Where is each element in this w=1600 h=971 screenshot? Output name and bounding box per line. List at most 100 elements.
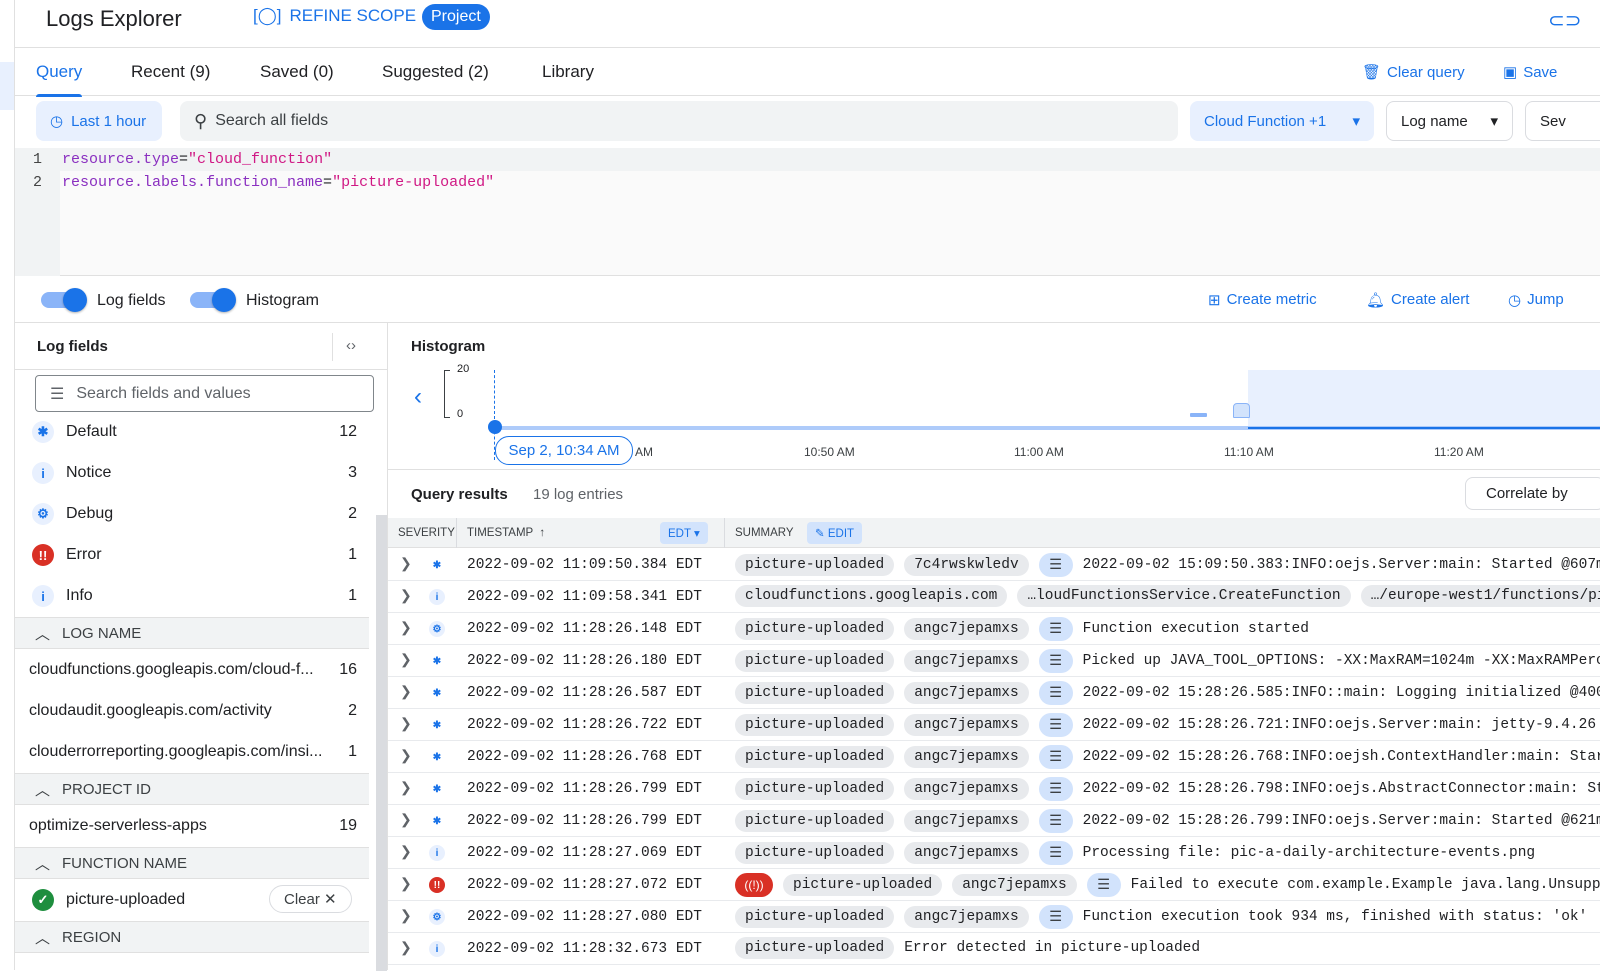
link-icon[interactable]: ⊂⊃	[1548, 10, 1582, 32]
tab-query[interactable]: Query	[36, 62, 83, 97]
json-lines-icon[interactable]: ☰	[1086, 873, 1121, 897]
section-function-name[interactable]: ︿ FUNCTION NAME	[15, 847, 369, 879]
summary-chip[interactable]: angc7jepamxs	[904, 810, 1029, 832]
correlate-by-button[interactable]: Correlate by	[1465, 477, 1600, 510]
severity-filter-item[interactable]: !! Error 1	[15, 535, 369, 575]
scope-badge[interactable]: Project	[422, 4, 490, 30]
section-region[interactable]: ︿ REGION	[15, 921, 369, 953]
tab-library[interactable]: Library	[542, 62, 594, 81]
table-row[interactable]: ❯ ✱ 2022-09-02 11:28:26.722 EDT picture-upl…	[388, 709, 1600, 741]
column-severity[interactable]: SEVERITY	[398, 527, 455, 539]
save-button[interactable]: ▣ Save	[1503, 63, 1557, 82]
table-row[interactable]: ❯ ⚙ 2022-09-02 11:28:27.080 EDT picture-upl…	[388, 901, 1600, 933]
chevron-right-icon[interactable]: ❯	[400, 907, 412, 923]
field-value-item[interactable]: clouderrorreporting.googleapis.com/insi.…	[15, 732, 369, 772]
summary-chip[interactable]: angc7jepamxs	[904, 618, 1029, 640]
summary-chip[interactable]: angc7jepamxs	[904, 714, 1029, 736]
summary-chip[interactable]: angc7jepamxs	[904, 650, 1029, 672]
histogram-toggle[interactable]	[188, 288, 236, 312]
histogram-bar[interactable]	[1233, 403, 1250, 418]
section-log-name[interactable]: ︿ LOG NAME	[15, 617, 369, 649]
summary-chip[interactable]: cloudfunctions.googleapis.com	[735, 585, 1008, 607]
chevron-right-icon[interactable]: ❯	[400, 779, 412, 795]
chevron-right-icon[interactable]: ❯	[400, 875, 412, 891]
tab-recent[interactable]: Recent (9)	[131, 62, 211, 81]
section-project-id[interactable]: ︿ PROJECT ID	[15, 773, 369, 805]
field-value-item[interactable]: optimize-serverless-apps 19	[15, 806, 369, 846]
severity-filter-item[interactable]: ✱ Default 12	[15, 412, 369, 452]
severity-filter-item[interactable]: ⚙ Debug 2	[15, 494, 369, 534]
summary-chip[interactable]: picture-uploaded	[735, 842, 895, 864]
table-row[interactable]: ❯ ✱ 2022-09-02 11:28:26.180 EDT picture-upl…	[388, 645, 1600, 677]
table-row[interactable]: ❯!! 2022-09-02 11:28:27.072 EDT ((!)) pictu…	[388, 869, 1600, 901]
chevron-right-icon[interactable]: ❯	[400, 747, 412, 763]
jump-to-now-button[interactable]: ◷ Jump	[1508, 291, 1564, 309]
summary-chip[interactable]: …loudFunctionsService.CreateFunction	[1017, 585, 1351, 607]
json-lines-icon[interactable]: ☰	[1038, 905, 1073, 929]
table-row[interactable]: ❯ ✱ 2022-09-02 11:09:50.384 EDT picture-upl…	[388, 549, 1600, 581]
json-lines-icon[interactable]: ☰	[1038, 809, 1073, 833]
summary-chip[interactable]: picture-uploaded	[735, 746, 895, 768]
chevron-right-icon[interactable]: ❯	[400, 715, 412, 731]
json-lines-icon[interactable]: ☰	[1038, 553, 1073, 577]
query-line[interactable]: resource.type="cloud_function"	[62, 151, 333, 168]
column-timestamp[interactable]: TIMESTAMP ↑	[467, 527, 545, 539]
chevron-right-icon[interactable]: ❯	[400, 939, 412, 955]
summary-chip[interactable]: picture-uploaded	[735, 906, 895, 928]
chevron-left-icon[interactable]: ‹	[414, 383, 422, 410]
collapse-panel-icon[interactable]: ‹›	[346, 337, 356, 354]
clear-query-button[interactable]: 🗑 Clear query	[1362, 63, 1465, 82]
time-range-button[interactable]: ◷ Last 1 hour	[36, 101, 162, 141]
summary-chip[interactable]: angc7jepamxs	[904, 682, 1029, 704]
summary-chip[interactable]: …/europe-west1/functions/picture-uploade…	[1360, 585, 1600, 607]
field-value-item[interactable]: cloudfunctions.googleapis.com/cloud-f...…	[15, 650, 369, 690]
summary-chip[interactable]: picture-uploaded	[735, 554, 895, 576]
table-row[interactable]: ❯ ✱ 2022-09-02 11:28:26.768 EDT picture-upl…	[388, 741, 1600, 773]
summary-chip[interactable]: angc7jepamxs	[952, 874, 1077, 896]
summary-chip[interactable]: angc7jepamxs	[904, 778, 1029, 800]
table-row[interactable]: ❯ i 2022-09-02 11:28:32.673 EDT picture-upl…	[388, 933, 1600, 965]
summary-chip[interactable]: picture-uploaded	[735, 778, 895, 800]
json-lines-icon[interactable]: ☰	[1038, 681, 1073, 705]
timezone-dropdown[interactable]: EDT ▾	[660, 522, 708, 544]
summary-chip[interactable]: picture-uploaded	[735, 618, 895, 640]
timeline-axis[interactable]	[494, 426, 1600, 430]
field-value-item[interactable]: cloudaudit.googleapis.com/activity 2	[15, 691, 369, 731]
table-row[interactable]: ❯ i 2022-09-02 11:09:58.341 EDT cloudfuncti…	[388, 581, 1600, 613]
table-row[interactable]: ❯ ⚙ 2022-09-02 11:28:26.148 EDT picture-upl…	[388, 613, 1600, 645]
summary-chip[interactable]: picture-uploaded	[735, 810, 895, 832]
summary-chip[interactable]: angc7jepamxs	[904, 842, 1029, 864]
json-lines-icon[interactable]: ☰	[1038, 777, 1073, 801]
chevron-right-icon[interactable]: ❯	[400, 619, 412, 635]
chevron-right-icon[interactable]: ❯	[400, 555, 412, 571]
severity-filter-item[interactable]: i Notice 3	[15, 453, 369, 493]
chevron-right-icon[interactable]: ❯	[400, 683, 412, 699]
query-line[interactable]: resource.labels.function_name="picture-u…	[62, 174, 495, 191]
clear-filter-button[interactable]: Clear ✕	[269, 885, 352, 913]
json-lines-icon[interactable]: ☰	[1038, 617, 1073, 641]
log-fields-toggle[interactable]	[39, 288, 87, 312]
summary-chip[interactable]: angc7jepamxs	[904, 906, 1029, 928]
chevron-right-icon[interactable]: ❯	[400, 587, 412, 603]
chevron-right-icon[interactable]: ❯	[400, 811, 412, 827]
refine-scope-button[interactable]: [◯] REFINE SCOPE	[253, 6, 416, 26]
json-lines-icon[interactable]: ☰	[1038, 713, 1073, 737]
edit-summary-button[interactable]: ✎ EDIT	[807, 522, 863, 544]
summary-chip[interactable]: picture-uploaded	[735, 682, 895, 704]
summary-chip[interactable]: angc7jepamxs	[904, 746, 1029, 768]
create-alert-button[interactable]: 🔔︎ Create alert	[1366, 291, 1469, 309]
table-row[interactable]: ❯ ✱ 2022-09-02 11:28:26.799 EDT picture-upl…	[388, 773, 1600, 805]
summary-chip[interactable]: picture-uploaded	[735, 650, 895, 672]
json-lines-icon[interactable]: ☰	[1038, 841, 1073, 865]
panel-scrollbar[interactable]	[376, 515, 387, 971]
table-row[interactable]: ❯ ✱ 2022-09-02 11:28:26.799 EDT picture-upl…	[388, 805, 1600, 837]
chevron-right-icon[interactable]: ❯	[400, 843, 412, 859]
create-metric-button[interactable]: ⊞ Create metric	[1208, 291, 1317, 309]
histogram-bar[interactable]	[1190, 413, 1207, 417]
timeline-handle[interactable]	[488, 420, 502, 434]
severity-filter-item[interactable]: i Info 1	[15, 576, 369, 616]
summary-chip[interactable]: picture-uploaded	[735, 937, 895, 959]
log-name-dropdown[interactable]: Log name ▾	[1386, 101, 1513, 141]
tab-saved[interactable]: Saved (0)	[260, 62, 334, 81]
summary-chip[interactable]: 7c4rwskwledv	[904, 554, 1029, 576]
